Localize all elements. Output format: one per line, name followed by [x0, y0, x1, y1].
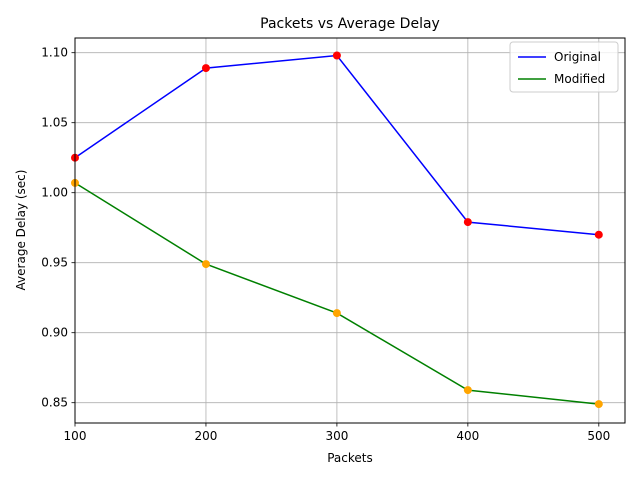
data-point-original [332, 51, 341, 60]
legend-label-modified: Modified [554, 72, 605, 86]
legend-label-original: Original [554, 50, 601, 64]
axes: 100 200 300 400 500 0.85 0.90 0.95 1.00 1.05 1.10 [41, 46, 610, 443]
y-tick-label: 1.10 [41, 46, 68, 60]
data-point-original [201, 64, 210, 73]
y-axis-label: Average Delay (sec) [14, 170, 28, 291]
y-tick-label: 0.95 [41, 256, 68, 270]
x-tick-label: 100 [64, 429, 87, 443]
plot-area-frame [74, 37, 626, 424]
x-tick-label: 200 [194, 429, 217, 443]
data-point-original [594, 230, 603, 239]
y-tick-label: 0.90 [41, 326, 68, 340]
y-tick-label: 1.05 [41, 116, 68, 130]
x-tick-label: 500 [587, 429, 610, 443]
y-tick-label: 1.00 [41, 186, 68, 200]
x-axis-label: Packets [327, 451, 373, 465]
x-tick-label: 300 [325, 429, 348, 443]
chart-title: Packets vs Average Delay [260, 16, 440, 32]
x-tick-label: 400 [456, 429, 479, 443]
data-point-original [463, 218, 472, 227]
data-point-modified [332, 309, 341, 318]
data-point-modified [201, 260, 210, 269]
data-point-modified [594, 400, 603, 409]
data-point-modified [463, 386, 472, 395]
y-tick-label: 0.85 [41, 396, 68, 410]
legend: Original Modified [509, 41, 619, 93]
